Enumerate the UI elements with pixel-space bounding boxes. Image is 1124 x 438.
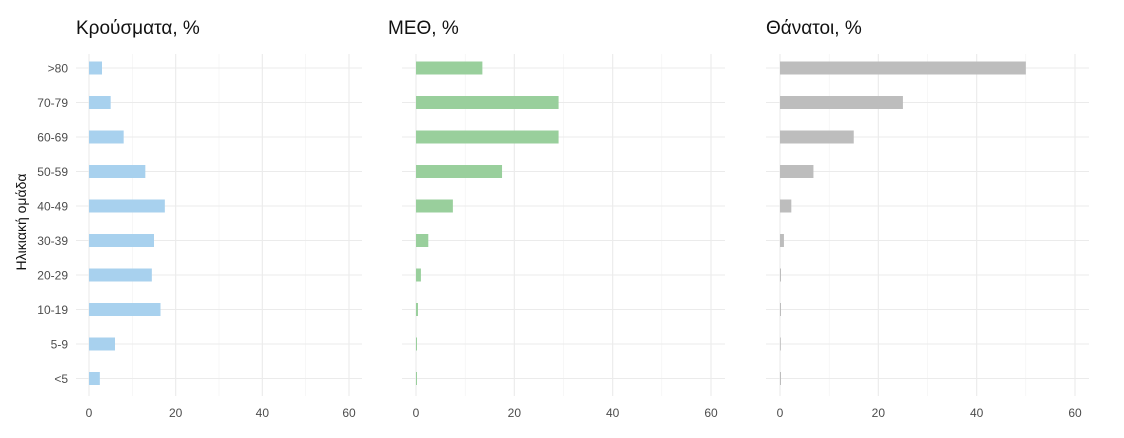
x-tick-label: 0 [86, 406, 93, 420]
panel-title: ΜΕΘ, % [388, 18, 459, 39]
y-tick-label: >80 [48, 62, 69, 76]
bar [416, 268, 421, 282]
y-tick-label: 40-49 [37, 200, 68, 214]
bar [416, 303, 418, 316]
bar [89, 303, 161, 316]
y-tick-label: 70-79 [37, 96, 68, 110]
bar [416, 165, 503, 178]
bar [89, 61, 102, 75]
panel-title: Κρούσματα, % [76, 18, 200, 39]
bar [89, 199, 165, 213]
x-tick-label: 60 [342, 406, 356, 420]
y-tick-label: <5 [54, 372, 68, 386]
y-tick-label: 5-9 [51, 338, 69, 352]
x-tick-label: 40 [606, 406, 620, 420]
bar [780, 303, 781, 316]
bar [780, 199, 792, 213]
bar [89, 130, 124, 144]
x-tick-label: 20 [872, 406, 886, 420]
bar [89, 234, 154, 247]
bar [416, 234, 429, 247]
panels-layer: Κρούσματα, % 0 20 40 60 >80 70-79 60-69 50-59 40-… [37, 18, 1089, 420]
bar [780, 130, 854, 144]
bar [780, 268, 781, 282]
bar [416, 372, 417, 385]
x-tick-label: 40 [256, 406, 270, 420]
x-tick-label: 60 [704, 406, 718, 420]
y-tick-label: 50-59 [37, 165, 68, 179]
bar [780, 165, 814, 178]
y-tick-label: 20-29 [37, 269, 68, 283]
bar [89, 165, 146, 178]
panel-title: Θάνατοι, % [766, 18, 862, 39]
x-tick-label: 60 [1068, 406, 1082, 420]
x-tick-label: 0 [413, 406, 420, 420]
bar [89, 96, 111, 109]
y-tick-label: 30-39 [37, 234, 68, 248]
bar [416, 96, 559, 109]
bar [416, 61, 483, 75]
y-tick-label: 10-19 [37, 303, 68, 317]
x-tick-label: 40 [970, 406, 984, 420]
y-axis-title: Ηλικιακή ομάδα [13, 174, 29, 271]
bar [89, 337, 115, 351]
panel-2: ΜΕΘ, % 0 20 40 60 [388, 18, 725, 420]
bar [416, 199, 453, 213]
x-tick-label: 20 [508, 406, 522, 420]
panel-3: Θάνατοι, % 0 20 40 60 [766, 18, 1089, 420]
x-tick-label: 20 [169, 406, 183, 420]
panel-1: Κρούσματα, % 0 20 40 60 >80 70-79 60-69 50-59 40-… [37, 18, 362, 420]
bar [89, 268, 152, 282]
bar [416, 337, 417, 351]
bar [780, 96, 903, 109]
bar [416, 130, 559, 144]
bar [89, 372, 100, 385]
bar [780, 372, 781, 385]
bar [780, 234, 784, 247]
y-tick-label: 60-69 [37, 131, 68, 145]
bar [780, 337, 781, 351]
bar [780, 61, 1026, 75]
x-tick-label: 0 [777, 406, 784, 420]
